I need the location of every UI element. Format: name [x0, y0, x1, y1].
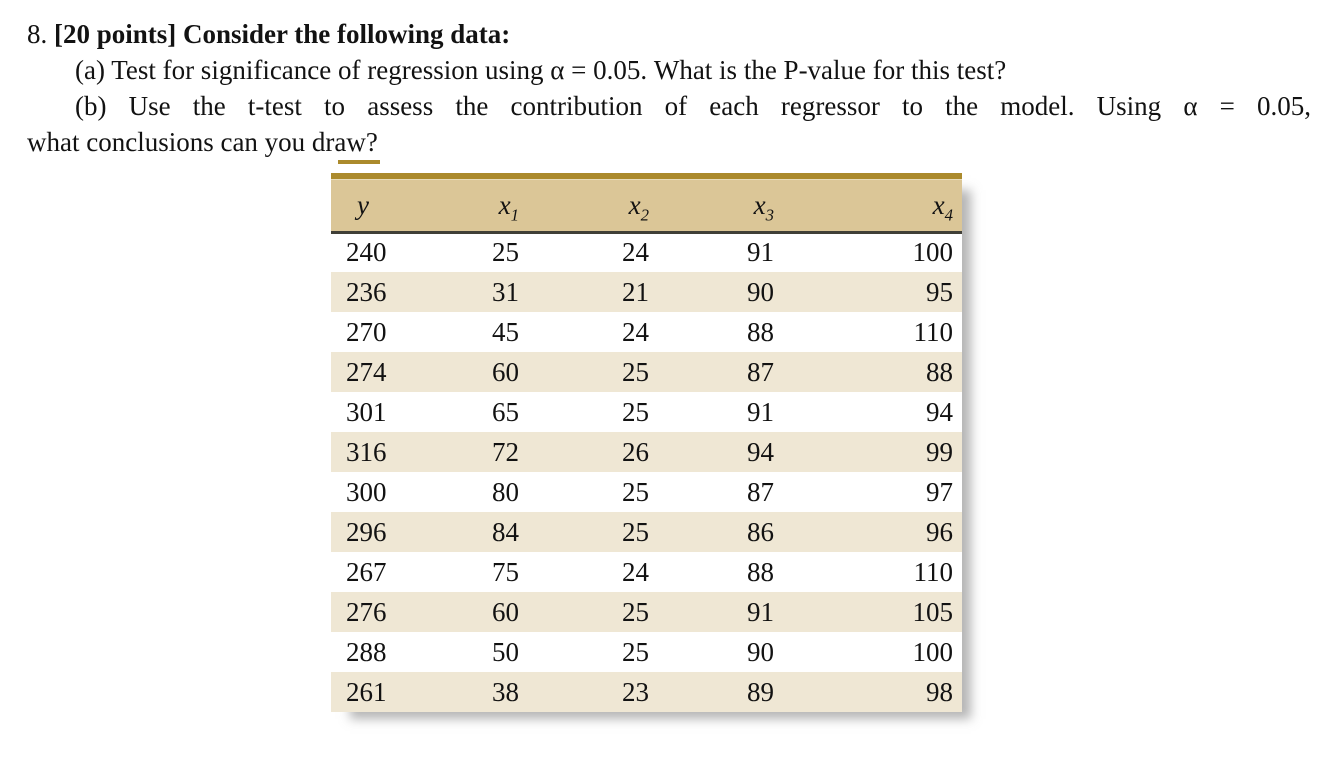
table-cell: 24 [622, 237, 649, 268]
table-cell: 91 [747, 596, 774, 627]
table-row: 270 45 24 88 110 [331, 312, 962, 352]
table-cell: 240 [346, 237, 387, 268]
table-cell: 25 [622, 596, 649, 627]
table-row: 274 60 25 87 88 [331, 352, 962, 392]
table-cell: 99 [926, 436, 953, 467]
table-cell: 261 [346, 676, 387, 707]
table-cell: 267 [346, 556, 387, 587]
table-row: 316 72 26 94 99 [331, 432, 962, 472]
table-row: 240 25 24 91 100 [331, 232, 962, 272]
table-cell: 90 [747, 636, 774, 667]
table-cell: 88 [747, 556, 774, 587]
table-row: 300 80 25 87 97 [331, 472, 962, 512]
table-cell: 100 [912, 237, 954, 268]
table-row: 296 84 25 86 96 [331, 512, 962, 552]
part-b-text: (b) Use the t-test to assess the contrib… [75, 91, 1311, 121]
table-cell: 88 [926, 356, 953, 387]
table-cell: 88 [747, 316, 774, 347]
table-cell: 301 [346, 396, 387, 427]
table-cell: 296 [346, 516, 387, 547]
problem-number: 8. [27, 19, 48, 49]
data-table-container: y x1 x2 x3 x4 240 25 24 91 100 236 31 21 90 95 270 45 24… [331, 173, 962, 712]
table-cell: 72 [492, 436, 519, 467]
problem-heading: 8. [20 points] Consider the following da… [27, 16, 1311, 52]
problem-title: [20 points] Consider the following data: [54, 19, 511, 49]
table-cell: 95 [926, 276, 953, 307]
table-cell: 24 [622, 556, 649, 587]
table-cell: 65 [492, 396, 519, 427]
table-cell: 25 [622, 516, 649, 547]
problem-statement: 8. [20 points] Consider the following da… [27, 16, 1311, 160]
data-table: y x1 x2 x3 x4 240 25 24 91 100 236 31 21 90 95 270 45 24… [331, 180, 962, 712]
table-cell: 23 [622, 676, 649, 707]
column-header-x3: x3 [658, 180, 783, 234]
table-cell: 110 [913, 556, 954, 587]
table-cell: 89 [747, 676, 774, 707]
table-cell: 91 [747, 237, 774, 268]
table-cell: 98 [926, 676, 953, 707]
table-cell: 91 [747, 396, 774, 427]
table-cell: 316 [346, 436, 387, 467]
table-cell: 94 [747, 436, 774, 467]
table-cell: 276 [346, 596, 387, 627]
table-header-row: y x1 x2 x3 x4 [331, 180, 962, 234]
part-a-text: (a) Test for significance of regression … [75, 55, 1007, 85]
table-row: 267 75 24 88 110 [331, 552, 962, 592]
table-cell: 274 [346, 356, 387, 387]
table-cell: 25 [622, 476, 649, 507]
table-cell: 25 [492, 237, 519, 268]
table-cell: 75 [492, 556, 519, 587]
table-cell: 45 [492, 316, 519, 347]
column-header-x2: x2 [528, 180, 658, 234]
column-header-y: y [331, 180, 441, 234]
table-cell: 236 [346, 276, 387, 307]
table-row: 276 60 25 91 105 [331, 592, 962, 632]
table-cell: 21 [622, 276, 649, 307]
table-cell: 25 [622, 396, 649, 427]
table-row: 288 50 25 90 100 [331, 632, 962, 672]
table-cell: 80 [492, 476, 519, 507]
table-row: 236 31 21 90 95 [331, 272, 962, 312]
table-cell: 270 [346, 316, 387, 347]
column-header-x4: x4 [783, 180, 962, 234]
table-cell: 25 [622, 636, 649, 667]
table-cell: 300 [346, 476, 387, 507]
table-cell: 25 [622, 356, 649, 387]
table-cell: 87 [747, 356, 774, 387]
gold-underline-mark [338, 160, 380, 164]
table-row: 261 38 23 89 98 [331, 672, 962, 712]
table-cell: 94 [926, 396, 953, 427]
table-row: 301 65 25 91 94 [331, 392, 962, 432]
table-body: 240 25 24 91 100 236 31 21 90 95 270 45 24 88 110 274 60… [331, 232, 962, 712]
part-b-continuation: what conclusions can you draw? [27, 127, 378, 157]
table-cell: 105 [912, 596, 954, 627]
table-cell: 84 [492, 516, 519, 547]
table-cell: 60 [492, 356, 519, 387]
table-cell: 96 [926, 516, 953, 547]
table-cell: 100 [912, 636, 954, 667]
table-cell: 86 [747, 516, 774, 547]
table-cell: 31 [492, 276, 519, 307]
table-cell: 60 [492, 596, 519, 627]
column-header-x1: x1 [441, 180, 528, 234]
table-cell: 38 [492, 676, 519, 707]
table-cell: 97 [926, 476, 953, 507]
table-cell: 90 [747, 276, 774, 307]
table-cell: 26 [622, 436, 649, 467]
table-cell: 288 [346, 636, 387, 667]
table-cell: 24 [622, 316, 649, 347]
table-top-gold-bar [331, 173, 962, 180]
table-cell: 110 [913, 316, 954, 347]
table-cell: 50 [492, 636, 519, 667]
table-cell: 87 [747, 476, 774, 507]
